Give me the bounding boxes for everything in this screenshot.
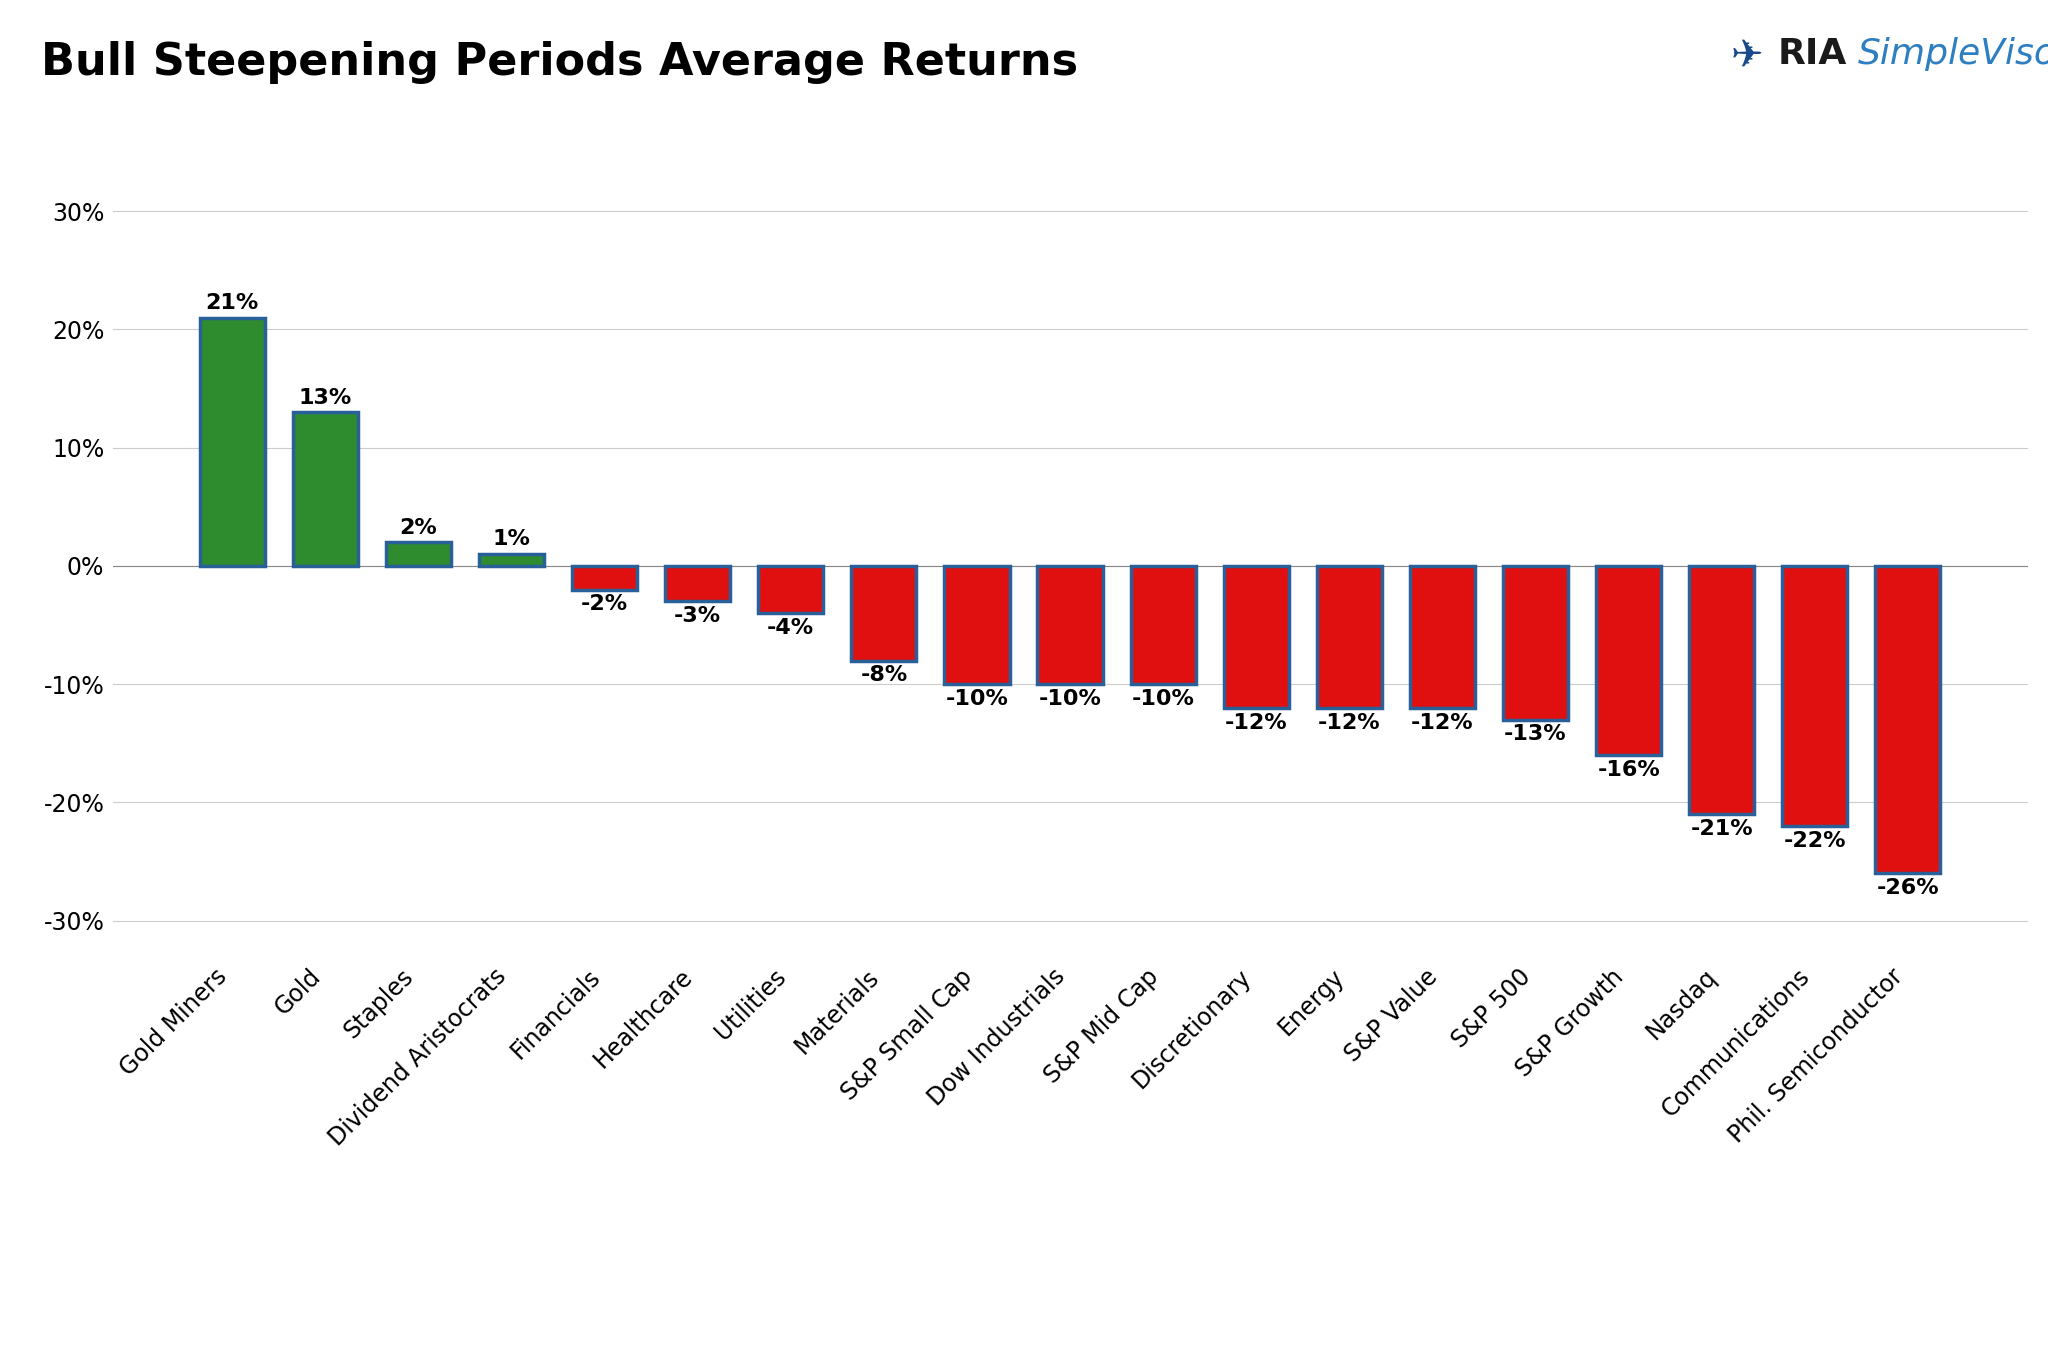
Text: -26%: -26% <box>1876 878 1939 899</box>
Bar <box>1595 566 1661 755</box>
Bar <box>571 566 637 590</box>
Bar <box>1130 566 1196 684</box>
Text: -12%: -12% <box>1319 713 1380 732</box>
Text: -21%: -21% <box>1690 820 1753 839</box>
Bar <box>1876 566 1942 873</box>
Text: -10%: -10% <box>946 688 1008 709</box>
Text: -22%: -22% <box>1784 831 1845 851</box>
Bar <box>944 566 1010 684</box>
Text: RIA: RIA <box>1778 37 1847 71</box>
Bar <box>852 566 918 661</box>
Bar <box>1690 566 1755 814</box>
Text: -10%: -10% <box>1038 688 1102 709</box>
Text: SimpleVisor: SimpleVisor <box>1858 37 2048 71</box>
Text: -8%: -8% <box>860 665 907 686</box>
Bar <box>385 542 451 566</box>
Text: Bull Steepening Periods Average Returns: Bull Steepening Periods Average Returns <box>41 41 1077 83</box>
Text: -12%: -12% <box>1225 713 1288 732</box>
Text: -10%: -10% <box>1133 688 1194 709</box>
Bar <box>666 566 731 601</box>
Text: -2%: -2% <box>582 594 629 615</box>
Text: ✈: ✈ <box>1731 37 1763 75</box>
Bar <box>201 318 264 566</box>
Bar <box>758 566 823 613</box>
Bar <box>293 413 358 566</box>
Text: -4%: -4% <box>768 617 815 638</box>
Bar <box>1409 566 1475 708</box>
Bar <box>1225 566 1288 708</box>
Bar <box>1503 566 1569 720</box>
Bar <box>1782 566 1847 826</box>
Text: 13%: 13% <box>299 388 352 407</box>
Text: 21%: 21% <box>205 292 258 313</box>
Text: -16%: -16% <box>1597 759 1661 780</box>
Bar <box>1317 566 1382 708</box>
Bar <box>1038 566 1102 684</box>
Text: -12%: -12% <box>1411 713 1475 732</box>
Text: 2%: 2% <box>399 518 438 538</box>
Text: -3%: -3% <box>674 607 721 626</box>
Text: 1%: 1% <box>494 530 530 549</box>
Text: -13%: -13% <box>1503 724 1567 744</box>
Bar <box>479 555 545 566</box>
